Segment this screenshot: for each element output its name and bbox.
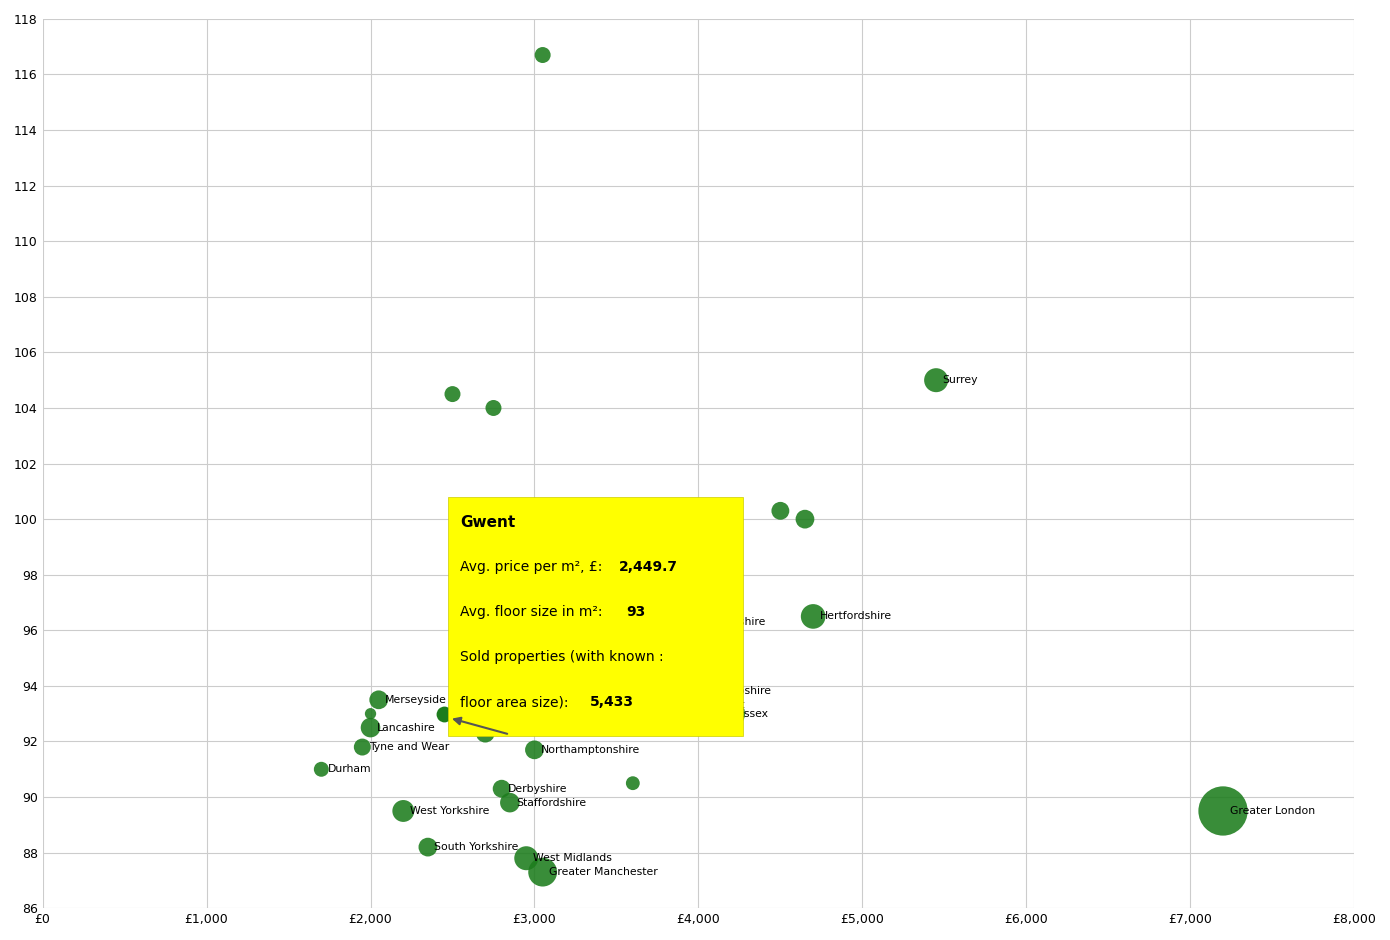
Point (621, 776, 644, 791)
Text: Greater Manchester: Greater Manchester (549, 867, 657, 877)
Point (769, 503, 791, 518)
Point (392, 804, 414, 819)
Text: Northamptonshire: Northamptonshire (541, 744, 641, 755)
Point (531, 48, 553, 63)
Text: 93: 93 (626, 605, 645, 619)
Text: Derbyshire: Derbyshire (509, 784, 567, 793)
FancyBboxPatch shape (448, 497, 742, 736)
Point (491, 781, 513, 796)
Point (655, 636, 677, 651)
Point (581, 559, 603, 574)
Point (663, 615, 685, 630)
Point (367, 692, 389, 707)
Point (516, 851, 538, 866)
Point (442, 386, 464, 401)
Text: Gloucestershire: Gloucestershire (680, 617, 766, 627)
Text: Gwent: Gwent (460, 515, 516, 530)
Point (794, 511, 816, 526)
Point (434, 706, 456, 721)
Point (671, 636, 694, 651)
Text: 2,449.7: 2,449.7 (619, 560, 677, 574)
Point (703, 697, 726, 713)
Text: Hertfordshire: Hertfordshire (820, 611, 892, 621)
Point (499, 795, 521, 810)
Point (482, 400, 505, 415)
Text: South Yorkshire: South Yorkshire (435, 842, 518, 852)
Text: Sold properties (with known :: Sold properties (with known : (460, 650, 663, 664)
Text: West Midlands: West Midlands (532, 854, 612, 863)
Text: Greater London: Greater London (1230, 806, 1315, 816)
Point (621, 650, 644, 666)
Text: floor area size):: floor area size): (460, 695, 573, 709)
Point (516, 631, 538, 646)
Point (360, 706, 382, 721)
Point (924, 372, 947, 387)
Point (352, 740, 374, 755)
Text: Hampshire: Hampshire (713, 686, 773, 697)
Text: Avg. floor size in m²:: Avg. floor size in m²: (460, 605, 607, 619)
Point (360, 720, 382, 735)
Point (1212, 804, 1234, 819)
Point (695, 684, 717, 699)
Point (442, 706, 464, 721)
Point (310, 761, 332, 776)
Text: Lancashire: Lancashire (377, 723, 436, 732)
Point (474, 726, 496, 741)
Point (524, 743, 546, 758)
Text: Kent: Kent (721, 700, 746, 711)
Text: Staffordshire: Staffordshire (517, 798, 587, 807)
Text: West Yorkshire: West Yorkshire (410, 806, 489, 816)
Text: Surrey: Surrey (942, 375, 979, 385)
Text: Merseyside: Merseyside (385, 695, 448, 705)
Text: Tyne and Wear: Tyne and Wear (368, 742, 449, 752)
Text: 5,433: 5,433 (589, 695, 634, 709)
Point (720, 706, 742, 721)
Text: Durham: Durham (328, 764, 371, 775)
Text: Avg. price per m², £:: Avg. price per m², £: (460, 560, 606, 574)
Text: Essex: Essex (738, 709, 769, 719)
Point (417, 839, 439, 854)
Point (531, 865, 553, 880)
Point (802, 609, 824, 624)
Text: Somerset: Somerset (598, 561, 651, 572)
